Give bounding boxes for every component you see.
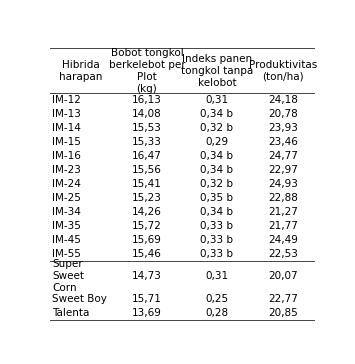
Text: 14,26: 14,26 — [132, 207, 162, 217]
Text: 23,46: 23,46 — [268, 137, 298, 147]
Text: 24,49: 24,49 — [268, 235, 298, 245]
Text: 0,32 b: 0,32 b — [201, 123, 234, 133]
Text: 16,47: 16,47 — [132, 151, 162, 161]
Text: 20,78: 20,78 — [268, 109, 298, 119]
Text: Produktivitas
(ton/ha): Produktivitas (ton/ha) — [249, 60, 317, 82]
Text: 14,73: 14,73 — [132, 271, 162, 281]
Text: 15,46: 15,46 — [132, 249, 162, 259]
Text: IM-14: IM-14 — [52, 123, 81, 133]
Text: 22,53: 22,53 — [268, 249, 298, 259]
Text: 0,35 b: 0,35 b — [201, 193, 234, 203]
Text: IM-34: IM-34 — [52, 207, 81, 217]
Text: 0,34 b: 0,34 b — [201, 207, 234, 217]
Text: 14,08: 14,08 — [132, 109, 162, 119]
Text: IM-15: IM-15 — [52, 137, 81, 147]
Text: 15,71: 15,71 — [132, 294, 162, 304]
Text: 15,33: 15,33 — [132, 137, 162, 147]
Text: Talenta: Talenta — [52, 308, 89, 318]
Text: 0,28: 0,28 — [206, 308, 229, 318]
Text: 15,69: 15,69 — [132, 235, 162, 245]
Text: 21,77: 21,77 — [268, 221, 298, 231]
Text: 20,07: 20,07 — [268, 271, 298, 281]
Text: 0,33 b: 0,33 b — [201, 235, 234, 245]
Text: 24,93: 24,93 — [268, 179, 298, 189]
Text: Super
Sweet
Corn: Super Sweet Corn — [52, 259, 84, 293]
Text: 20,85: 20,85 — [268, 308, 298, 318]
Text: 13,69: 13,69 — [132, 308, 162, 318]
Text: IM-45: IM-45 — [52, 235, 81, 245]
Text: IM-24: IM-24 — [52, 179, 81, 189]
Text: Bobot tongkol
berkelebot per
Plot
(kg): Bobot tongkol berkelebot per Plot (kg) — [109, 48, 185, 94]
Text: IM-25: IM-25 — [52, 193, 81, 203]
Text: 0,34 b: 0,34 b — [201, 109, 234, 119]
Text: IM-35: IM-35 — [52, 221, 81, 231]
Text: IM-16: IM-16 — [52, 151, 81, 161]
Text: 0,34 b: 0,34 b — [201, 151, 234, 161]
Text: 16,13: 16,13 — [132, 95, 162, 105]
Text: 0,29: 0,29 — [206, 137, 229, 147]
Text: 0,25: 0,25 — [206, 294, 229, 304]
Text: IM-23: IM-23 — [52, 165, 81, 175]
Text: 22,97: 22,97 — [268, 165, 298, 175]
Text: 15,41: 15,41 — [132, 179, 162, 189]
Text: 22,88: 22,88 — [268, 193, 298, 203]
Text: 0,33 b: 0,33 b — [201, 249, 234, 259]
Text: 0,31: 0,31 — [206, 95, 229, 105]
Text: 0,33 b: 0,33 b — [201, 221, 234, 231]
Text: Hibrida
harapan: Hibrida harapan — [59, 60, 103, 82]
Text: 23,93: 23,93 — [268, 123, 298, 133]
Text: 24,77: 24,77 — [268, 151, 298, 161]
Text: 15,56: 15,56 — [132, 165, 162, 175]
Text: Indeks panen
tongkol tanpa
kelobot: Indeks panen tongkol tanpa kelobot — [181, 54, 253, 88]
Text: 24,18: 24,18 — [268, 95, 298, 105]
Text: 15,23: 15,23 — [132, 193, 162, 203]
Text: 0,31: 0,31 — [206, 271, 229, 281]
Text: IM-13: IM-13 — [52, 109, 81, 119]
Text: IM-55: IM-55 — [52, 249, 81, 259]
Text: 15,72: 15,72 — [132, 221, 162, 231]
Text: Sweet Boy: Sweet Boy — [52, 294, 107, 304]
Text: IM-12: IM-12 — [52, 95, 81, 105]
Text: 21,27: 21,27 — [268, 207, 298, 217]
Text: 0,34 b: 0,34 b — [201, 165, 234, 175]
Text: 15,53: 15,53 — [132, 123, 162, 133]
Text: 22,77: 22,77 — [268, 294, 298, 304]
Text: 0,32 b: 0,32 b — [201, 179, 234, 189]
